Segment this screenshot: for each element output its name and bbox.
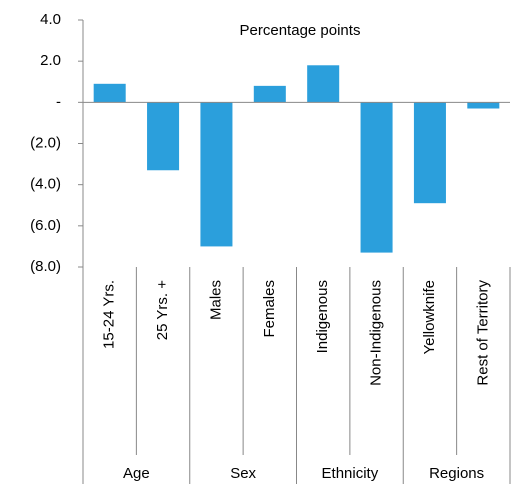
- bar: [147, 102, 180, 171]
- x-tick-label: 25 Yrs. +: [154, 280, 171, 340]
- x-tick-label: Males: [207, 280, 224, 320]
- group-label: Age: [123, 465, 150, 482]
- y-tick-label: (4.0): [30, 176, 61, 193]
- y-tick-label: (8.0): [30, 258, 61, 275]
- group-label: Regions: [429, 465, 484, 482]
- bar: [467, 102, 500, 109]
- group-label: Ethnicity: [322, 465, 379, 482]
- bar: [253, 85, 286, 103]
- bar: [200, 102, 233, 247]
- x-tick-label: Yellowknife: [421, 280, 438, 355]
- y-tick-label: 4.0: [40, 11, 61, 28]
- chart-subtitle: Percentage points: [240, 22, 361, 39]
- x-tick-label: Indigenous: [314, 280, 331, 353]
- x-tick-label: Females: [261, 280, 278, 338]
- y-tick-label: (6.0): [30, 217, 61, 234]
- bar: [307, 65, 340, 103]
- bar: [413, 102, 446, 204]
- y-tick-label: -: [56, 93, 61, 110]
- y-tick-label: 2.0: [40, 52, 61, 69]
- x-tick-label: Rest of Territory: [474, 280, 491, 386]
- bar: [360, 102, 393, 253]
- bar: [93, 83, 126, 103]
- x-tick-label: Non-Indigenous: [368, 280, 385, 386]
- y-tick-label: (2.0): [30, 134, 61, 151]
- group-label: Sex: [230, 465, 256, 482]
- x-tick-label: 15-24 Yrs.: [101, 280, 118, 349]
